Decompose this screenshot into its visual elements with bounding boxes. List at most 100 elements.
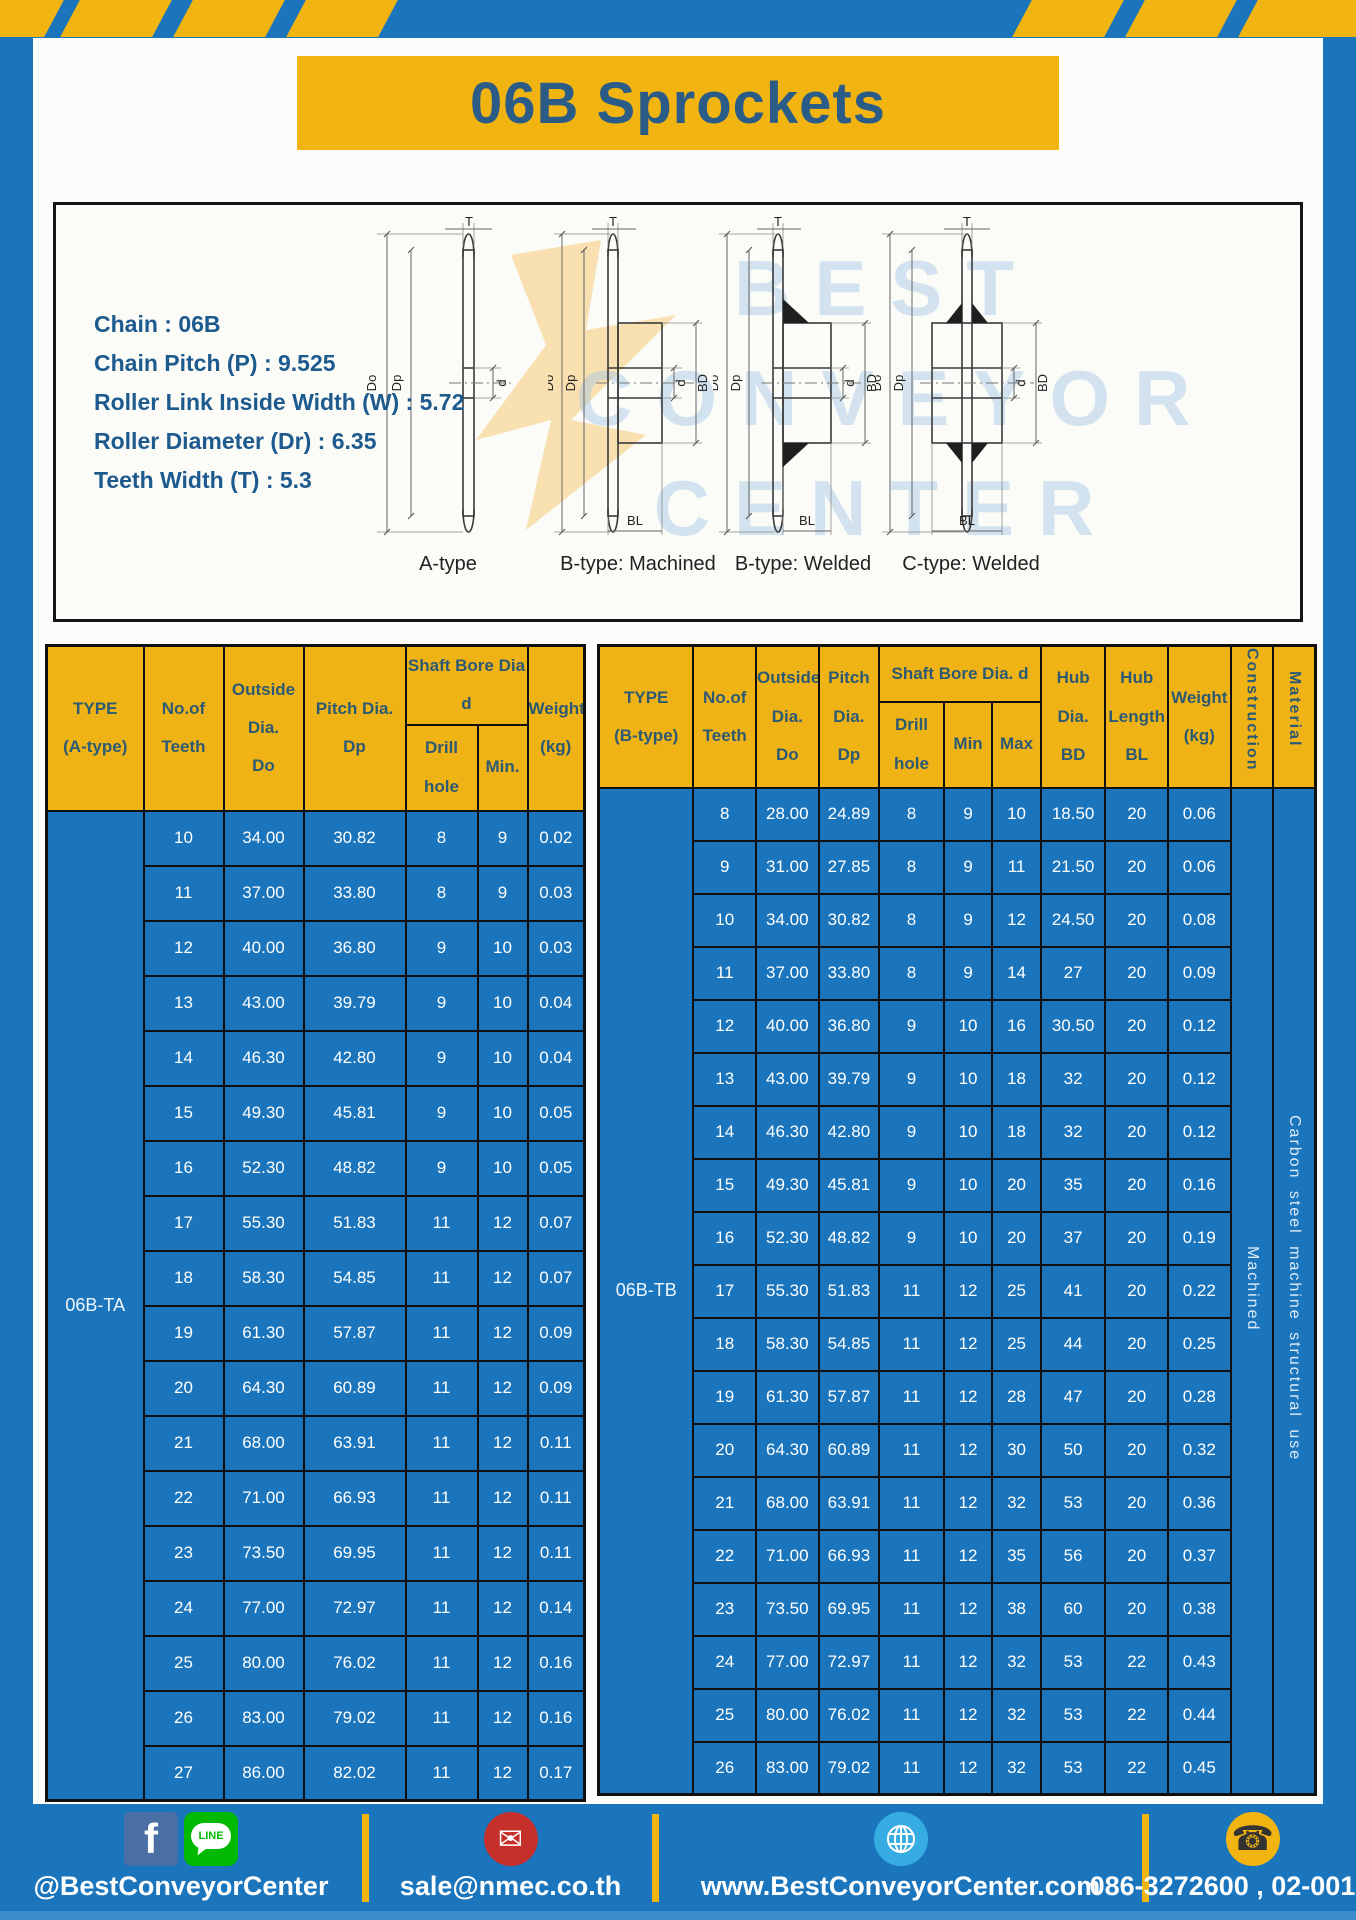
data-cell: 14 bbox=[991, 945, 1042, 1001]
data-cell: 48.82 bbox=[302, 1139, 407, 1197]
data-cell: 52.30 bbox=[755, 1210, 820, 1266]
data-cell: 22 bbox=[1104, 1687, 1169, 1743]
data-cell: 0.05 bbox=[526, 1139, 586, 1197]
data-cell: 80.00 bbox=[755, 1687, 820, 1743]
data-cell: 8 bbox=[878, 892, 945, 948]
data-cell: 0.06 bbox=[1167, 839, 1232, 895]
footer-social: f LINE @BestConveyorCenter bbox=[0, 1810, 362, 1902]
data-cell: 12 bbox=[942, 1634, 994, 1690]
table-row: 23 73.50 69.95 11 12 0.11 bbox=[47, 1524, 586, 1582]
data-cell: 12 bbox=[942, 1316, 994, 1372]
data-cell: 9 bbox=[476, 809, 529, 867]
data-cell: 12 bbox=[942, 1369, 994, 1425]
data-cell: 0.37 bbox=[1167, 1528, 1232, 1584]
svg-text:Do: Do bbox=[876, 375, 884, 392]
data-cell: 35 bbox=[1039, 1157, 1107, 1213]
data-cell: 80.00 bbox=[222, 1634, 305, 1692]
data-cell: 11 bbox=[991, 839, 1042, 895]
data-cell: 22 bbox=[692, 1528, 758, 1584]
type-label-cell: 06B-TB bbox=[597, 786, 695, 1796]
table-row: 13 43.00 39.79 9 10 0.04 bbox=[47, 974, 586, 1032]
data-cell: 61.30 bbox=[755, 1369, 820, 1425]
data-cell: 69.95 bbox=[817, 1581, 881, 1637]
svg-text:Dp: Dp bbox=[563, 375, 578, 392]
data-cell: 17 bbox=[692, 1263, 758, 1319]
data-cell: 60.89 bbox=[302, 1359, 407, 1417]
data-cell: 13 bbox=[692, 1051, 758, 1107]
data-cell: 20 bbox=[692, 1422, 758, 1478]
data-cell: 32 bbox=[1039, 1051, 1107, 1107]
svg-text:Do: Do bbox=[713, 375, 721, 392]
data-cell: 55.30 bbox=[222, 1194, 305, 1252]
data-cell: 17 bbox=[142, 1194, 225, 1252]
col-header-outside-dia: Outside Dia. Do bbox=[222, 644, 305, 812]
page-title: 06B Sprockets bbox=[470, 70, 886, 136]
data-cell: 52.30 bbox=[222, 1139, 305, 1197]
data-cell: 20 bbox=[1104, 1051, 1169, 1107]
data-cell: 20 bbox=[1104, 1422, 1169, 1478]
data-cell: 8 bbox=[878, 945, 945, 1001]
data-cell: 11 bbox=[404, 1194, 479, 1252]
col-header-max: Max bbox=[991, 700, 1042, 789]
table-row: 25 80.00 76.02 11 12 32 53 22 0.44 bbox=[599, 1687, 1316, 1743]
data-cell: 28.00 bbox=[755, 786, 820, 842]
col-header-teeth: No.of Teeth bbox=[142, 644, 225, 812]
data-cell: 54.85 bbox=[817, 1316, 881, 1372]
data-cell: 77.00 bbox=[755, 1634, 820, 1690]
data-cell: 12 bbox=[476, 1469, 529, 1527]
data-cell: 38 bbox=[991, 1581, 1042, 1637]
data-cell: 22 bbox=[142, 1469, 225, 1527]
data-cell: 79.02 bbox=[302, 1689, 407, 1747]
material-cell: Carbon steel machine structural use bbox=[1272, 786, 1317, 1796]
data-cell: 34.00 bbox=[755, 892, 820, 948]
data-cell: 0.08 bbox=[1167, 892, 1232, 948]
data-cell: 12 bbox=[476, 1689, 529, 1747]
data-cell: 11 bbox=[404, 1469, 479, 1527]
data-cell: 14 bbox=[142, 1029, 225, 1087]
col-header-outside-dia: Outside Dia. Do bbox=[755, 644, 820, 789]
data-cell: 25 bbox=[991, 1263, 1042, 1319]
data-cell: 46.30 bbox=[755, 1104, 820, 1160]
diagram-caption: A-type bbox=[419, 553, 477, 575]
data-cell: 9 bbox=[878, 1104, 945, 1160]
line-icon: LINE bbox=[184, 1812, 238, 1866]
data-cell: 42.80 bbox=[817, 1104, 881, 1160]
data-cell: 11 bbox=[878, 1316, 945, 1372]
data-cell: 20 bbox=[1104, 1528, 1169, 1584]
data-cell: 32 bbox=[991, 1475, 1042, 1531]
data-cell: 9 bbox=[476, 864, 529, 922]
data-cell: 51.83 bbox=[302, 1194, 407, 1252]
data-cell: 36.80 bbox=[302, 919, 407, 977]
col-header-min: Min. bbox=[476, 723, 529, 812]
data-cell: 19 bbox=[142, 1304, 225, 1362]
spec-line: Roller Diameter (Dr) : 6.35 bbox=[94, 428, 377, 454]
data-cell: 11 bbox=[404, 1359, 479, 1417]
data-cell: 35 bbox=[991, 1528, 1042, 1584]
data-cell: 0.11 bbox=[526, 1469, 586, 1527]
data-cell: 73.50 bbox=[755, 1581, 820, 1637]
data-cell: 11 bbox=[878, 1634, 945, 1690]
data-cell: 0.05 bbox=[526, 1084, 586, 1142]
data-cell: 0.43 bbox=[1167, 1634, 1232, 1690]
data-cell: 20 bbox=[1104, 839, 1169, 895]
data-cell: 12 bbox=[942, 1581, 994, 1637]
data-cell: 33.80 bbox=[817, 945, 881, 1001]
data-cell: 9 bbox=[404, 919, 479, 977]
data-cell: 53 bbox=[1039, 1634, 1107, 1690]
footer-divider bbox=[362, 1814, 369, 1902]
diagram-caption: C-type: Welded bbox=[902, 553, 1040, 575]
data-cell: 11 bbox=[878, 1687, 945, 1743]
table-row: 11 37.00 33.80 8 9 0.03 bbox=[47, 864, 586, 922]
data-cell: 37 bbox=[1039, 1210, 1107, 1266]
bottom-strip bbox=[0, 1911, 1356, 1920]
svg-text:BL: BL bbox=[799, 513, 815, 528]
contact-footer: f LINE @BestConveyorCenter ✉ sale@nmec.c… bbox=[0, 1804, 1356, 1920]
data-cell: 20 bbox=[1104, 1316, 1169, 1372]
diagram-caption: B-type: Machined bbox=[560, 553, 716, 575]
title-banner: 06B Sprockets bbox=[297, 56, 1059, 150]
phone-numbers: 086-3272600 , 02-0017766 bbox=[1089, 1871, 1356, 1901]
data-cell: 18 bbox=[692, 1316, 758, 1372]
data-cell: 11 bbox=[878, 1581, 945, 1637]
data-cell: 12 bbox=[476, 1194, 529, 1252]
data-cell: 20 bbox=[1104, 1263, 1169, 1319]
